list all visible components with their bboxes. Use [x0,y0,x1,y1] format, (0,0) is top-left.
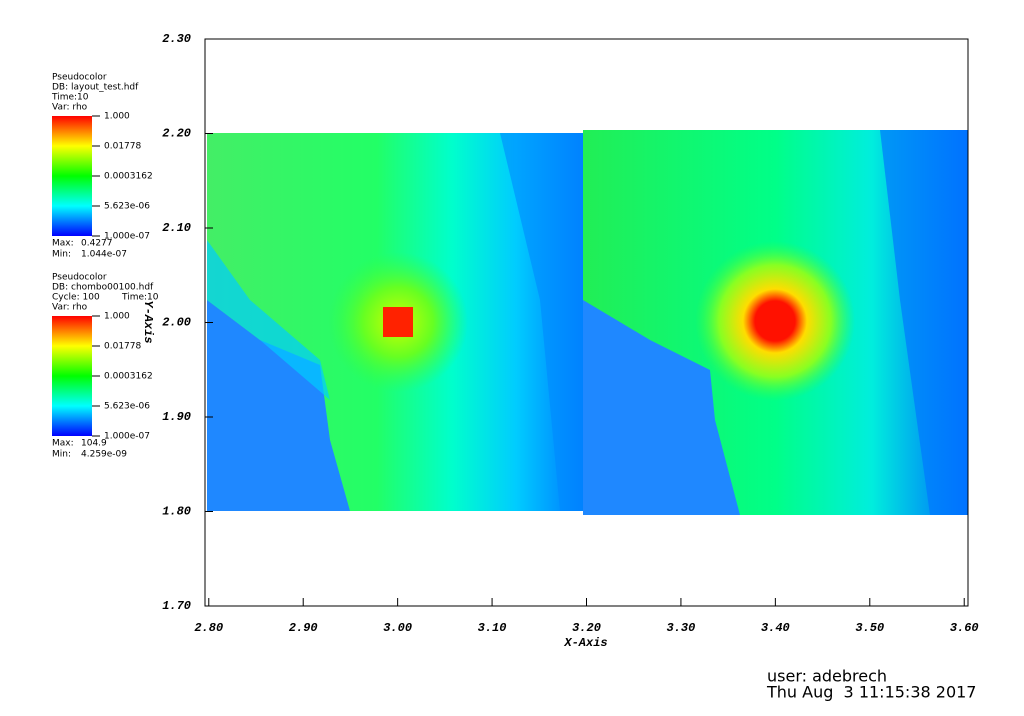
y-tick-label: 1.70 [162,599,191,613]
legend-cycle: Cycle: 100 [52,293,100,303]
legend-min-label: Min: [52,450,71,460]
colorbar [52,116,92,236]
legend-time: Time:10 [51,93,89,103]
field-image [207,130,968,515]
x-tick-label: 3.10 [478,621,507,635]
legend-min: 1.044e-07 [81,250,127,260]
x-tick-label: 3.00 [383,621,412,635]
colorbar-tick-label: 1.000 [104,112,130,122]
x-axis-title: X-Axis [563,636,607,650]
x-tick-label: 3.60 [950,621,979,635]
legend-max-label: Max: [52,439,74,449]
colorbar-tick-label: 5.623e-06 [104,202,150,212]
legend-min-label: Min: [52,250,71,260]
legend-min: 4.259e-09 [81,450,127,460]
x-tick-label: 3.40 [761,621,790,635]
x-tick-label: 2.90 [289,621,318,635]
y-tick-label: 1.80 [162,505,191,519]
colorbar-tick-label: 0.0003162 [104,172,153,182]
legend-var: Var: rho [52,303,88,313]
y-tick-label: 2.10 [162,221,191,235]
y-tick-label: 2.00 [162,316,191,330]
legend-max-label: Max: [52,239,74,249]
x-tick-label: 3.50 [855,621,884,635]
legend-plot: Pseudocolor [52,73,107,83]
legend-time: Time:10 [121,293,159,303]
colorbar-tick-label: 1.000e-07 [104,432,150,442]
legend-db: DB: chombo00100.hdf [52,283,154,293]
y-tick-label: 1.90 [162,410,191,424]
legend-max: 0.4277 [81,239,113,249]
colorbar-tick-label: 1.000 [104,312,130,322]
colorbar-tick-label: 5.623e-06 [104,402,150,412]
legend-max: 104.9 [81,439,107,449]
y-tick-label: 2.20 [162,127,191,141]
x-tick-label: 3.30 [667,621,696,635]
colorbar-tick-label: 0.0003162 [104,372,153,382]
user: user: adebrech [767,667,887,686]
colorbar [52,316,92,436]
x-tick-label: 3.20 [572,621,601,635]
y-tick-label: 2.30 [162,32,191,46]
colorbar-tick-label: 0.01778 [104,142,141,152]
y-axis-title: Y-Axis [141,300,155,343]
legend-db: DB: layout_test.hdf [52,83,139,93]
colorbar-tick-label: 1.000e-07 [104,232,150,242]
date: Thu Aug 3 11:15:38 2017 [766,683,976,702]
legend-plot: Pseudocolor [52,273,107,283]
x-tick-label: 2.80 [194,621,223,635]
legend-var: Var: rho [52,103,88,113]
colorbar-tick-label: 0.01778 [104,342,141,352]
